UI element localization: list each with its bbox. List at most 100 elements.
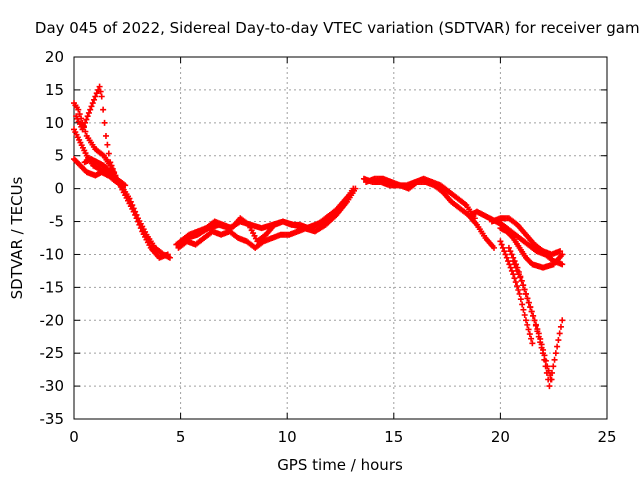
data-point <box>546 383 553 390</box>
data-point <box>503 254 510 261</box>
y-tick-label: -35 <box>40 410 65 428</box>
y-tick-label: 10 <box>45 114 64 132</box>
data-point <box>520 306 527 313</box>
data-point <box>501 248 508 255</box>
data-point <box>514 267 521 274</box>
data-point <box>87 106 94 113</box>
y-tick-label: 15 <box>45 81 64 99</box>
data-point <box>506 261 513 268</box>
data-point <box>88 103 95 110</box>
data-point <box>80 123 87 130</box>
data-marks <box>71 83 566 390</box>
data-point <box>525 299 532 306</box>
data-series <box>488 215 564 258</box>
data-point <box>83 116 90 123</box>
data-point <box>531 317 538 324</box>
data-point <box>552 350 559 357</box>
data-point <box>127 198 134 205</box>
data-point <box>545 367 552 374</box>
data-point <box>544 363 551 370</box>
data-point <box>84 113 91 120</box>
data-point <box>534 326 541 333</box>
data-point <box>527 304 534 311</box>
data-point <box>508 267 515 274</box>
data-series <box>73 83 120 182</box>
data-point <box>107 159 114 166</box>
y-tick-label: 20 <box>45 48 64 66</box>
data-point <box>76 111 83 118</box>
data-point <box>92 93 99 100</box>
data-point <box>559 317 566 324</box>
y-tick-label: 5 <box>54 147 64 165</box>
data-point <box>522 290 529 297</box>
data-series <box>497 238 536 347</box>
data-point <box>514 283 521 290</box>
data-point <box>524 321 531 328</box>
y-tick-label: -5 <box>49 213 64 231</box>
data-series <box>81 156 120 186</box>
data-point <box>530 312 537 319</box>
data-point <box>89 100 96 107</box>
data-point <box>133 211 140 218</box>
data-point <box>522 317 529 324</box>
data-point <box>108 162 115 169</box>
data-point <box>502 251 509 258</box>
data-point <box>559 261 566 268</box>
data-point <box>556 330 563 337</box>
y-tick-label: -10 <box>40 245 65 263</box>
x-axis-label: GPS time / hours <box>277 456 403 474</box>
data-point <box>105 150 112 157</box>
data-point <box>510 271 517 278</box>
data-point <box>517 274 524 281</box>
y-axis-label: SDTVAR / TECUs <box>8 176 26 299</box>
chart-title: Day 045 of 2022, Sidereal Day-to-day VTE… <box>35 19 640 37</box>
data-point <box>471 215 478 222</box>
x-tick-label: 5 <box>176 428 186 446</box>
data-point <box>505 258 512 265</box>
data-point <box>529 340 536 347</box>
data-point <box>532 321 539 328</box>
x-tick-label: 10 <box>278 428 297 446</box>
data-point <box>515 286 522 293</box>
data-point <box>508 251 515 258</box>
data-point <box>511 261 518 268</box>
data-point <box>491 244 498 251</box>
data-point <box>515 271 522 278</box>
data-point <box>537 335 544 342</box>
data-point <box>516 290 523 297</box>
data-point <box>331 208 338 215</box>
data-point <box>538 341 545 348</box>
data-point <box>550 363 557 370</box>
data-series <box>71 126 173 261</box>
data-series <box>467 208 566 268</box>
data-point <box>101 119 108 126</box>
data-point <box>113 179 120 186</box>
y-tick-label: -25 <box>40 344 65 362</box>
data-point <box>511 275 518 282</box>
data-point <box>542 357 549 364</box>
x-tick-label: 20 <box>491 428 510 446</box>
data-point <box>79 126 86 133</box>
x-tick-label: 15 <box>384 428 403 446</box>
data-point <box>91 96 98 103</box>
data-point <box>510 258 517 265</box>
y-tick-label: 0 <box>54 180 64 198</box>
data-point <box>507 264 514 271</box>
data-point <box>122 182 129 189</box>
data-point <box>75 106 82 113</box>
data-point <box>499 244 506 251</box>
data-point <box>132 208 139 215</box>
data-point <box>97 88 104 95</box>
data-point <box>126 195 133 202</box>
data-point <box>521 286 528 293</box>
data-point <box>104 141 111 148</box>
data-point <box>100 106 107 113</box>
data-series <box>360 175 478 222</box>
data-point <box>554 343 561 350</box>
data-point <box>93 90 100 97</box>
data-point <box>166 254 173 261</box>
data-point <box>548 376 555 383</box>
data-point <box>497 238 504 245</box>
data-point <box>547 372 554 379</box>
